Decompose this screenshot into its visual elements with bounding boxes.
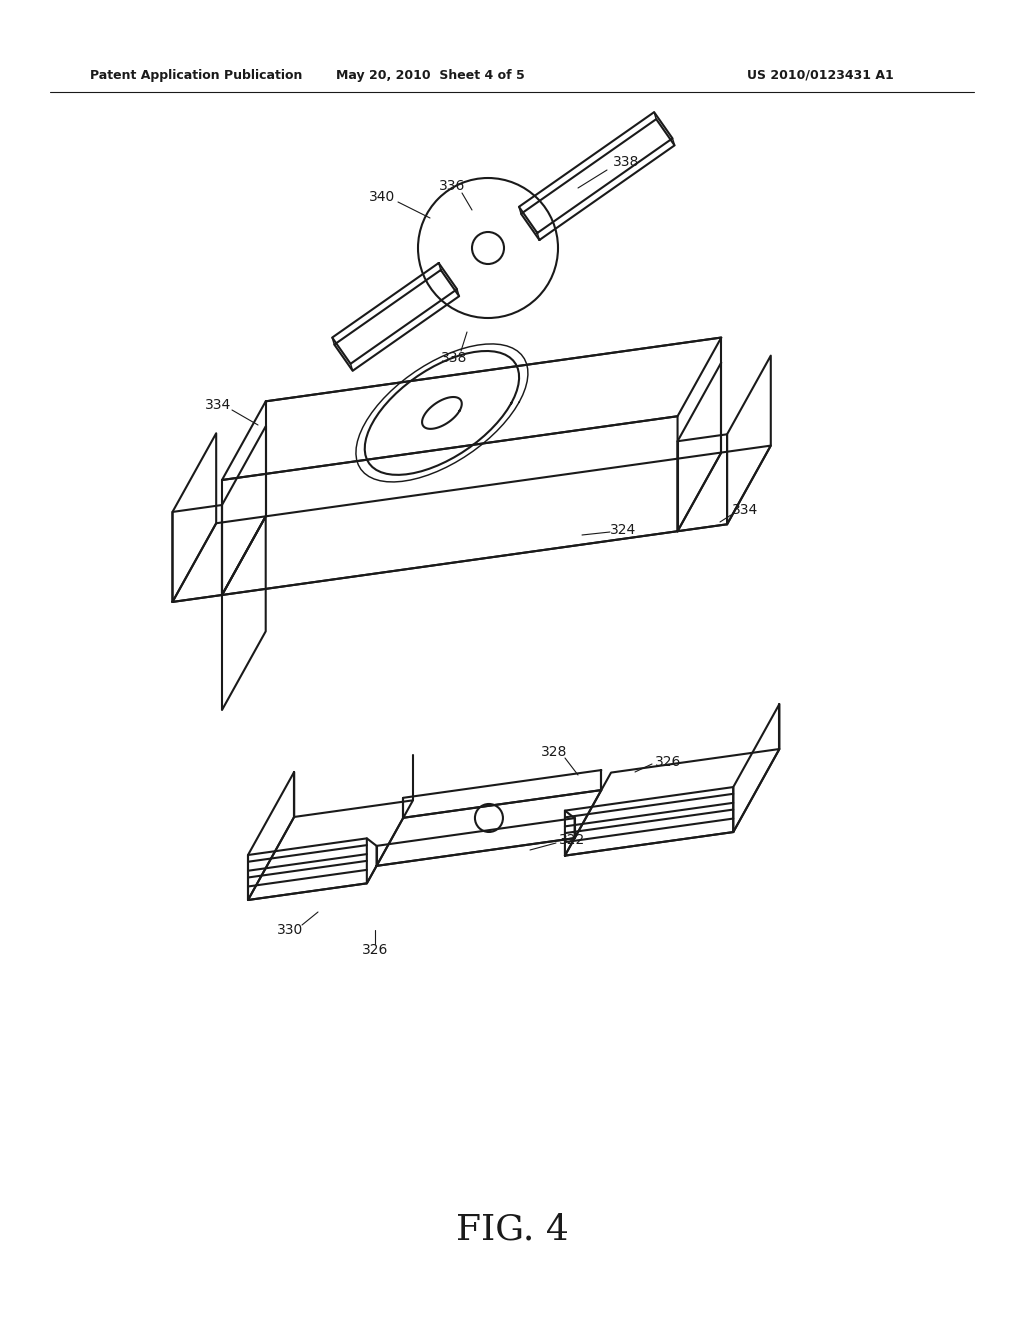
Text: 338: 338 xyxy=(612,154,639,169)
Text: 324: 324 xyxy=(610,523,636,537)
Text: US 2010/0123431 A1: US 2010/0123431 A1 xyxy=(746,69,893,82)
Text: 326: 326 xyxy=(654,755,681,770)
Text: 340: 340 xyxy=(369,190,395,205)
Text: 322: 322 xyxy=(559,833,585,847)
Text: 336: 336 xyxy=(439,180,465,193)
Text: 330: 330 xyxy=(276,923,303,937)
Text: 326: 326 xyxy=(361,942,388,957)
Text: Patent Application Publication: Patent Application Publication xyxy=(90,69,302,82)
Text: 328: 328 xyxy=(541,744,567,759)
Text: 334: 334 xyxy=(732,503,758,517)
Text: 334: 334 xyxy=(205,399,231,412)
Text: FIG. 4: FIG. 4 xyxy=(456,1213,568,1247)
Text: May 20, 2010  Sheet 4 of 5: May 20, 2010 Sheet 4 of 5 xyxy=(336,69,524,82)
Text: 338: 338 xyxy=(440,351,467,366)
